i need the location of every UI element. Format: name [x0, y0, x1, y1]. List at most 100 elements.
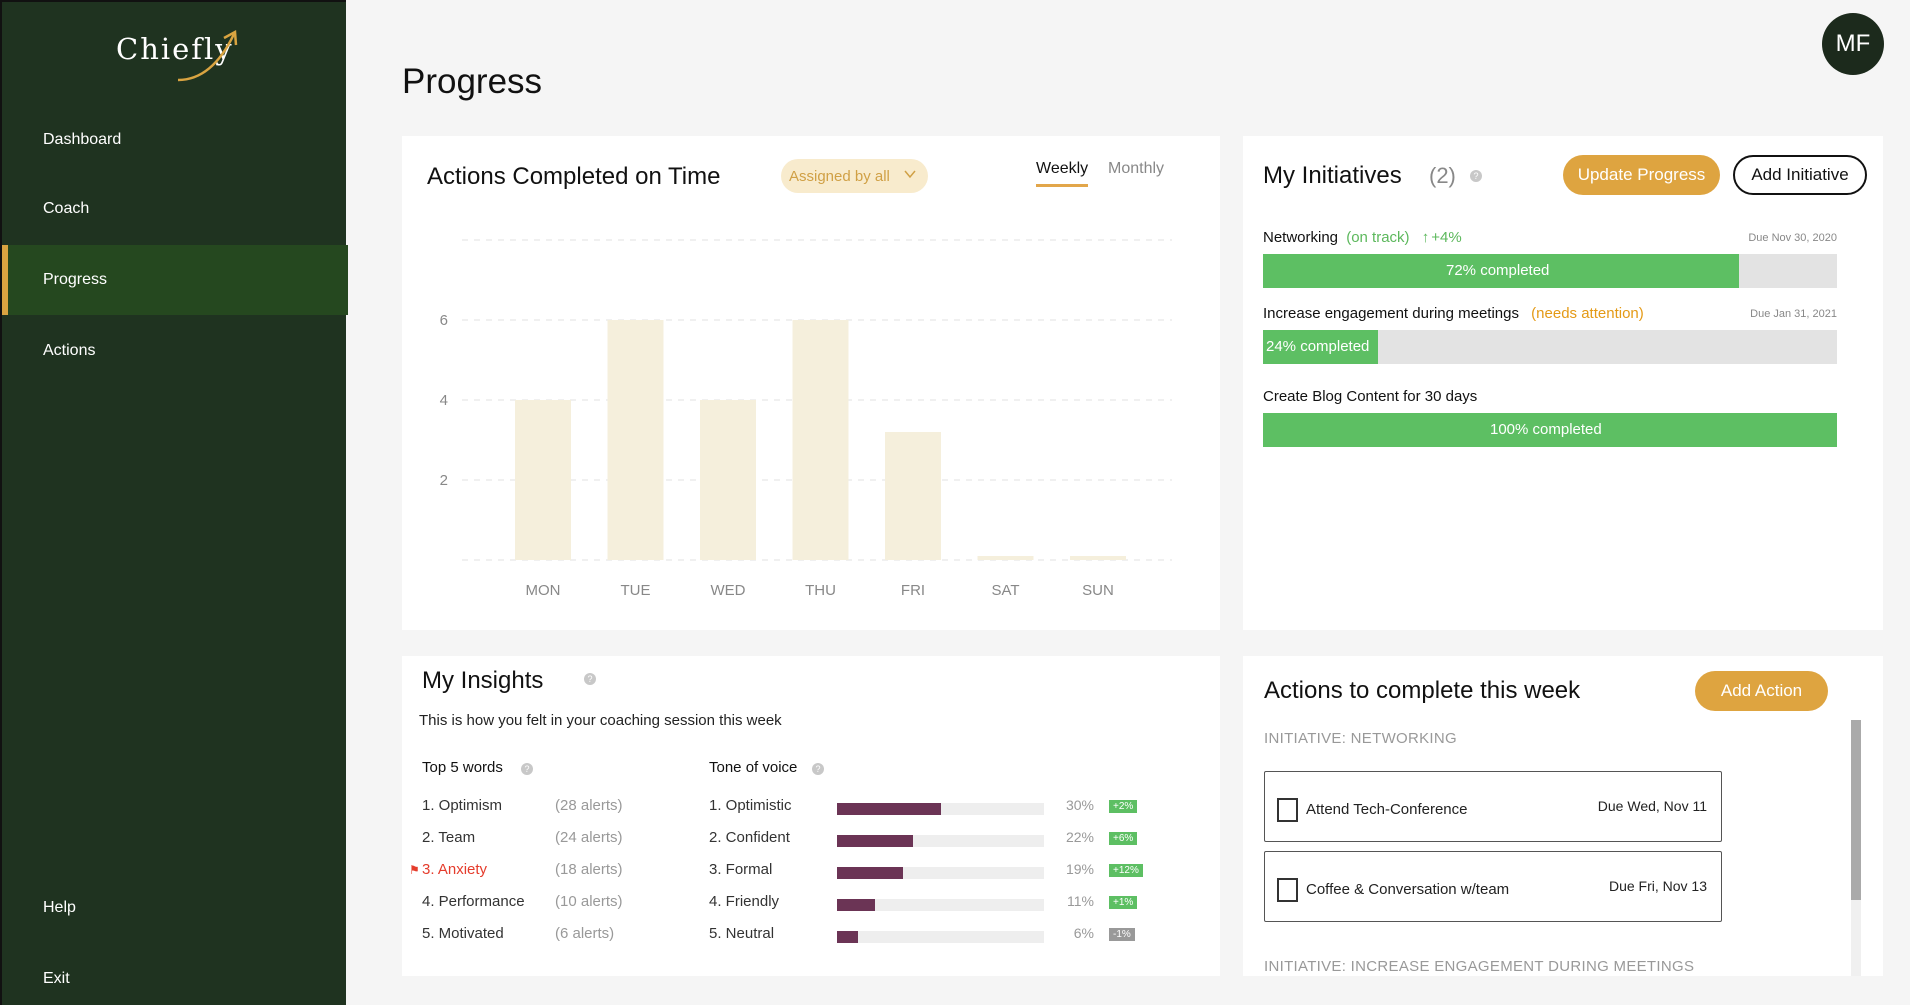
sidebar-item-exit[interactable]: Exit: [2, 944, 348, 1005]
action-item[interactable]: Attend Tech-Conference Due Wed, Nov 11: [1264, 771, 1722, 842]
initiative-group-label: INITIATIVE: NETWORKING: [1264, 730, 1457, 747]
action-due: Due Wed, Nov 11: [1597, 798, 1707, 814]
tone-delta: +6%: [1109, 832, 1138, 845]
tone-bar: [837, 803, 1044, 815]
initiative-due: Due Jan 31, 2021: [1750, 308, 1837, 320]
tone-row: 1. Optimistic 30% +2%: [709, 797, 1149, 817]
chart-title: Actions Completed on Time: [427, 163, 721, 190]
word-alerts: (24 alerts): [555, 829, 623, 846]
sidebar-item-label: Actions: [43, 342, 96, 359]
bar-sun[interactable]: [1070, 556, 1126, 560]
progress-fill: [1263, 330, 1378, 364]
initiative-blog[interactable]: Create Blog Content for 30 days 100% com…: [1263, 388, 1837, 447]
action-checkbox[interactable]: [1277, 878, 1298, 902]
assigned-filter-dropdown[interactable]: Assigned by all: [781, 159, 928, 193]
help-icon[interactable]: ?: [812, 763, 824, 775]
help-icon[interactable]: ?: [521, 763, 533, 775]
sidebar-item-label: Help: [43, 899, 76, 916]
tab-weekly[interactable]: Weekly: [1036, 160, 1089, 187]
initiatives-card: My Initiatives (2) ? Update Progress Add…: [1243, 136, 1883, 630]
bar-wed[interactable]: [700, 400, 756, 560]
initiative-engagement[interactable]: Increase engagement during meetings (nee…: [1263, 305, 1837, 364]
filter-label: Assigned by all: [789, 167, 890, 185]
tone-pct: 19%: [1065, 861, 1094, 877]
x-tick-label: WED: [711, 582, 746, 599]
word-row: 1. Optimism (28 alerts): [422, 797, 652, 817]
actions-week-title: Actions to complete this week: [1264, 677, 1581, 704]
help-icon[interactable]: ?: [1470, 170, 1482, 182]
sidebar-item-coach[interactable]: Coach: [2, 174, 348, 244]
sidebar-item-help[interactable]: Help: [2, 873, 348, 943]
initiatives-count: (2): [1429, 163, 1456, 188]
tone-fill: [837, 835, 913, 847]
tone-label: 5. Neutral: [709, 925, 775, 942]
tone-row: 2. Confident 22% +6%: [709, 829, 1149, 849]
tone-fill: [837, 867, 903, 879]
actions-week-card: Actions to complete this week Add Action…: [1243, 656, 1883, 976]
initiative-status: (needs attention): [1531, 305, 1644, 322]
y-tick-label: 6: [440, 312, 448, 329]
word-label: 5. Motivated: [422, 925, 504, 942]
action-name: Attend Tech-Conference: [1306, 801, 1468, 818]
tone-pct: 30%: [1065, 797, 1094, 813]
scroll-thumb[interactable]: [1851, 720, 1861, 900]
logo[interactable]: Chiefly: [114, 28, 244, 88]
add-action-button[interactable]: Add Action: [1695, 671, 1828, 711]
action-name: Coffee & Conversation w/team: [1306, 881, 1510, 898]
word-row: ⚑ 3. Anxiety (18 alerts): [409, 861, 652, 881]
sidebar-item-label: Progress: [43, 271, 108, 288]
initiative-networking[interactable]: Networking (on track) ↑ +4% Due Nov 30, 2…: [1263, 229, 1837, 288]
tone-label: 2. Confident: [709, 829, 790, 846]
bar-fri[interactable]: [885, 432, 941, 560]
scrollbar[interactable]: [1851, 720, 1861, 976]
actions-bar-chart: 2 4 6 MON TUE WED THU FRI SAT SUN: [440, 239, 1172, 599]
help-icon[interactable]: ?: [584, 673, 596, 685]
y-tick-label: 2: [440, 472, 448, 489]
initiative-status: (on track): [1346, 229, 1410, 246]
bar-sat[interactable]: [977, 556, 1034, 560]
sidebar-item-label: Exit: [43, 970, 70, 987]
tone-label: 3. Formal: [709, 861, 773, 878]
tone-row: 4. Friendly 11% +1%: [709, 893, 1149, 913]
x-tick-label: FRI: [901, 582, 925, 599]
avatar[interactable]: MF: [1822, 13, 1884, 75]
update-progress-button[interactable]: Update Progress: [1563, 155, 1720, 195]
action-checkbox[interactable]: [1277, 798, 1298, 822]
tone-bar: [837, 867, 1044, 879]
tab-monthly[interactable]: Monthly: [1108, 160, 1165, 177]
tone-row: 5. Neutral 6% -1%: [709, 925, 1149, 945]
x-tick-label: THU: [805, 582, 836, 599]
bar-mon[interactable]: [515, 400, 571, 560]
word-row: 2. Team (24 alerts): [422, 829, 652, 849]
sidebar-item-progress[interactable]: Progress: [2, 245, 348, 315]
word-row: 5. Motivated (6 alerts): [422, 925, 652, 945]
word-alerts: (18 alerts): [555, 861, 623, 878]
initiative-due: Due Nov 30, 2020: [1748, 232, 1837, 244]
tone-fill: [837, 931, 858, 943]
initiative-name: Networking: [1263, 229, 1339, 246]
initiatives-title: My Initiatives: [1263, 162, 1402, 189]
bar-thu[interactable]: [792, 320, 849, 560]
initiative-name: Create Blog Content for 30 days: [1263, 388, 1478, 405]
add-initiative-button[interactable]: Add Initiative: [1733, 155, 1867, 195]
progress-fill: [1263, 254, 1740, 288]
actions-chart-card: Actions Completed on Time Assigned by al…: [402, 136, 1220, 630]
word-row: 4. Performance (10 alerts): [422, 893, 652, 913]
x-tick-label: MON: [526, 582, 561, 599]
insights-card: My Insights ? This is how you felt in yo…: [402, 656, 1220, 976]
word-alerts: (10 alerts): [555, 893, 623, 910]
tone-pct: 22%: [1065, 829, 1094, 845]
action-item[interactable]: Coffee & Conversation w/team Due Fri, No…: [1264, 851, 1722, 922]
initiative-group-label: INITIATIVE: INCREASE ENGAGEMENT DURING M…: [1264, 958, 1695, 975]
initiative-delta: +4%: [1431, 229, 1462, 246]
sidebar-item-actions[interactable]: Actions: [2, 316, 348, 386]
bar-tue[interactable]: [607, 320, 664, 560]
flag-icon: ⚑: [409, 863, 420, 877]
progress-bar: 100% completed: [1263, 413, 1837, 447]
sidebar-item-dashboard[interactable]: Dashboard: [2, 105, 348, 175]
tone-pct: 6%: [1073, 925, 1094, 941]
logo-text: Chiefly: [116, 32, 234, 66]
tone-fill: [837, 803, 941, 815]
word-label: 1. Optimism: [422, 797, 503, 814]
action-due: Due Fri, Nov 13: [1608, 878, 1707, 894]
